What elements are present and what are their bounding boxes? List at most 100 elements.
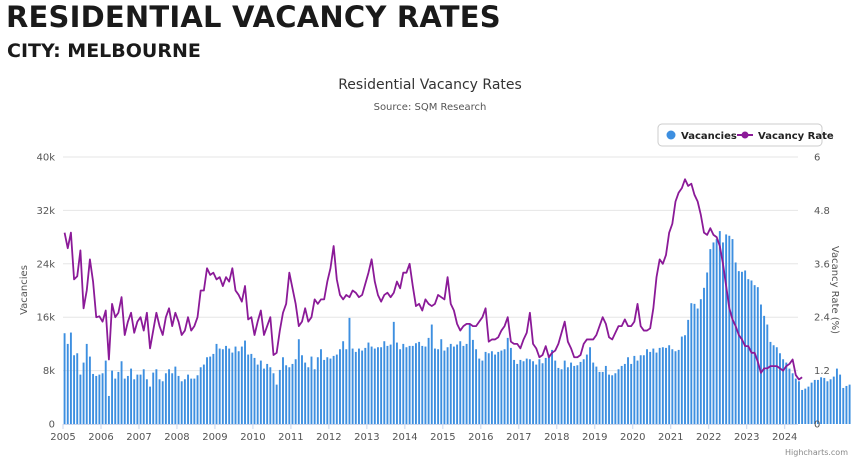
vacancies-bar[interactable] bbox=[611, 375, 614, 424]
vacancies-bar[interactable] bbox=[187, 374, 189, 424]
vacancies-bar[interactable] bbox=[114, 378, 117, 424]
vacancies-bar[interactable] bbox=[168, 369, 170, 424]
credits[interactable]: Highcharts.com bbox=[785, 448, 848, 457]
vacancies-bar[interactable] bbox=[285, 365, 288, 424]
vacancies-bar[interactable] bbox=[126, 375, 129, 424]
vacancies-bar[interactable] bbox=[111, 370, 114, 424]
vacancies-bar[interactable] bbox=[408, 345, 411, 424]
vacancies-bar[interactable] bbox=[459, 341, 462, 424]
vacancies-bar[interactable] bbox=[475, 349, 478, 424]
vacancies-bar[interactable] bbox=[73, 355, 76, 424]
vacancies-bar[interactable] bbox=[528, 359, 531, 424]
vacancies-bar[interactable] bbox=[487, 353, 490, 424]
vacancies-bar[interactable] bbox=[101, 373, 104, 424]
vacancies-bar[interactable] bbox=[665, 347, 667, 424]
vacancies-bar[interactable] bbox=[623, 363, 626, 424]
vacancies-bar[interactable] bbox=[503, 349, 506, 424]
vacancies-bar[interactable] bbox=[247, 354, 250, 424]
vacancies-bar[interactable] bbox=[585, 354, 588, 424]
vacancies-bar[interactable] bbox=[221, 349, 224, 424]
vacancies-bar[interactable] bbox=[516, 363, 519, 424]
vacancies-bar[interactable] bbox=[149, 386, 151, 424]
vacancies-bar[interactable] bbox=[760, 304, 762, 424]
vacancies-bar[interactable] bbox=[579, 361, 582, 424]
vacancies-bar[interactable] bbox=[794, 378, 797, 424]
vacancies-bar[interactable] bbox=[576, 365, 579, 424]
vacancies-bar[interactable] bbox=[728, 235, 731, 424]
vacancies-bar[interactable] bbox=[361, 350, 364, 424]
vacancies-bar[interactable] bbox=[392, 321, 395, 424]
vacancies-bar[interactable] bbox=[234, 346, 237, 424]
vacancies-bar[interactable] bbox=[589, 347, 591, 424]
vacancies-bar[interactable] bbox=[63, 333, 66, 424]
vacancies-bar[interactable] bbox=[117, 371, 120, 424]
vacancies-bar[interactable] bbox=[848, 384, 851, 424]
vacancies-bar[interactable] bbox=[456, 344, 459, 424]
vacancies-bar[interactable] bbox=[440, 339, 443, 424]
vacancies-bar[interactable] bbox=[452, 346, 455, 424]
vacancies-bar[interactable] bbox=[595, 366, 598, 424]
vacancies-bar[interactable] bbox=[164, 373, 167, 424]
vacancies-bar[interactable] bbox=[228, 348, 231, 424]
vacancies-bar[interactable] bbox=[79, 374, 82, 424]
vacancies-bar[interactable] bbox=[468, 323, 471, 425]
vacancies-bar[interactable] bbox=[810, 382, 813, 424]
vacancies-bar[interactable] bbox=[130, 368, 133, 424]
vacancies-bar[interactable] bbox=[832, 376, 835, 424]
vacancies-bar[interactable] bbox=[627, 357, 629, 424]
vacancies-bar[interactable] bbox=[598, 371, 601, 424]
legend[interactable]: Vacancies Vacancy Rate bbox=[657, 123, 834, 147]
vacancies-bar[interactable] bbox=[152, 372, 155, 424]
vacancies-bar[interactable] bbox=[696, 308, 699, 424]
vacancies-bar[interactable] bbox=[769, 341, 772, 424]
vacancies-bar[interactable] bbox=[278, 369, 281, 424]
vacancies-bar[interactable] bbox=[722, 242, 724, 424]
vacancies-bar[interactable] bbox=[709, 249, 712, 424]
vacancies-bar[interactable] bbox=[411, 345, 414, 424]
vacancies-bar[interactable] bbox=[180, 381, 183, 424]
vacancies-bar[interactable] bbox=[646, 349, 648, 424]
legend-item-vacancies[interactable]: Vacancies bbox=[666, 130, 737, 143]
vacancies-bar[interactable] bbox=[209, 356, 212, 424]
vacancies-bar[interactable] bbox=[823, 377, 826, 424]
vacancies-bar[interactable] bbox=[842, 387, 845, 424]
vacancies-bar[interactable] bbox=[541, 363, 544, 424]
vacancies-bar[interactable] bbox=[582, 359, 585, 424]
vacancies-bar[interactable] bbox=[225, 345, 227, 424]
vacancies-bar[interactable] bbox=[684, 335, 686, 424]
vacancies-bar[interactable] bbox=[712, 242, 715, 424]
vacancies-bar[interactable] bbox=[291, 363, 294, 424]
vacancies-bar[interactable] bbox=[304, 362, 307, 424]
vacancies-bar[interactable] bbox=[237, 351, 240, 424]
vacancies-bar[interactable] bbox=[798, 381, 800, 424]
vacancies-bar[interactable] bbox=[145, 379, 148, 424]
vacancies-bar[interactable] bbox=[443, 350, 446, 424]
vacancies-bar[interactable] bbox=[171, 373, 174, 424]
vacancies-bar[interactable] bbox=[307, 367, 310, 424]
vacancies-bar[interactable] bbox=[554, 360, 557, 424]
vacancies-bar[interactable] bbox=[320, 349, 322, 424]
vacancies-bar[interactable] bbox=[183, 379, 186, 424]
vacancies-bar[interactable] bbox=[775, 347, 778, 424]
vacancies-bar[interactable] bbox=[639, 355, 642, 424]
vacancies-bar[interactable] bbox=[649, 351, 652, 424]
vacancies-bar[interactable] bbox=[715, 239, 718, 424]
vacancies-bar[interactable] bbox=[301, 355, 303, 424]
vacancies-bar[interactable] bbox=[807, 386, 810, 424]
vacancies-bar[interactable] bbox=[661, 347, 664, 424]
vacancies-bar[interactable] bbox=[538, 359, 541, 424]
vacancies-bar[interactable] bbox=[506, 337, 509, 424]
vacancies-bar[interactable] bbox=[177, 375, 180, 424]
vacancies-bar[interactable] bbox=[95, 375, 98, 424]
vacancies-bar[interactable] bbox=[763, 315, 766, 424]
vacancies-bar[interactable] bbox=[133, 379, 136, 424]
vacancies-bar[interactable] bbox=[820, 377, 823, 424]
vacancies-bar[interactable] bbox=[741, 271, 743, 424]
vacancies-bar[interactable] bbox=[687, 319, 690, 424]
vacancies-bar[interactable] bbox=[259, 360, 262, 424]
vacancies-bar[interactable] bbox=[671, 349, 674, 424]
vacancies-bar[interactable] bbox=[218, 348, 221, 424]
vacancies-bar[interactable] bbox=[244, 340, 246, 424]
vacancies-bar[interactable] bbox=[414, 343, 417, 424]
vacancies-bar[interactable] bbox=[560, 369, 563, 424]
